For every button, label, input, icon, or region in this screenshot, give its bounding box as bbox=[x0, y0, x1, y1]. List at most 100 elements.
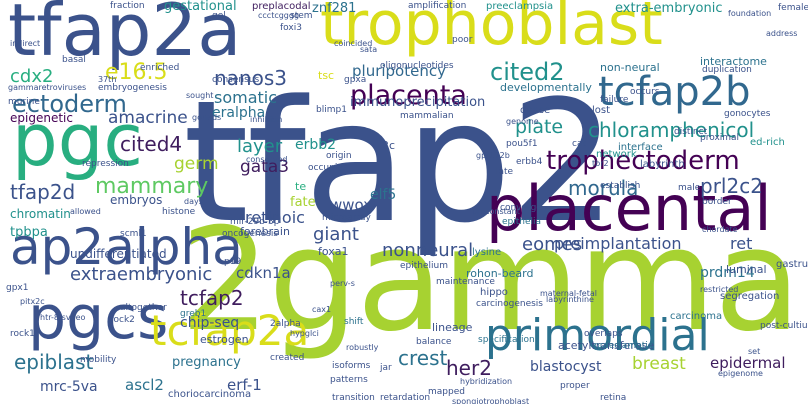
word-epithelium: epithelium bbox=[400, 261, 448, 271]
word-estrogen: estrogen bbox=[200, 333, 249, 346]
word-erf1: erf-1 bbox=[227, 376, 262, 394]
word-erbb2: erbb2 bbox=[295, 137, 337, 153]
word-retinoic: retinoic bbox=[245, 208, 305, 227]
word-repression: repression bbox=[82, 159, 129, 169]
word-chloramphenicol: chloramphenicol bbox=[588, 118, 755, 142]
word-establish: establish bbox=[600, 181, 641, 191]
word-amplification: amplification bbox=[408, 1, 467, 11]
word-erbb4: erbb4 bbox=[516, 157, 543, 167]
word-tfap2a: tfap2a bbox=[8, 0, 242, 72]
word-carcinogenesis: carcinogenesis bbox=[476, 299, 543, 309]
word-nonneural: nonneural bbox=[382, 240, 474, 261]
word-dnase: dnase bbox=[520, 105, 551, 116]
word-allowed: allowed bbox=[70, 207, 101, 216]
word-proper: proper bbox=[560, 381, 590, 391]
word-undifferentiated: undifferentiated bbox=[70, 247, 167, 261]
word-lysine: lysine bbox=[472, 247, 502, 258]
word-alpha2: 2alpha bbox=[270, 319, 301, 329]
word-p19: p19 bbox=[224, 257, 242, 267]
word-address: address bbox=[766, 29, 798, 38]
word-altogether: altogether bbox=[120, 303, 167, 313]
word-gonocytes: gonocytes bbox=[724, 109, 771, 119]
word-converge: converge bbox=[500, 203, 542, 213]
word-e165: e16.5 bbox=[105, 60, 168, 85]
word-acetyltransferase: acetyltransferase bbox=[558, 339, 655, 352]
word-preconstant: preconstant bbox=[472, 207, 520, 216]
word-basal: basal bbox=[62, 55, 86, 65]
word-nanos3: nanos3 bbox=[214, 66, 287, 90]
word-pluripotency: pluripotency bbox=[352, 62, 446, 80]
word-histone: histone bbox=[162, 207, 196, 217]
word-her2: her2 bbox=[446, 356, 492, 380]
word-stem: stem bbox=[290, 11, 313, 21]
word-jar: jar bbox=[380, 363, 392, 373]
word-duplication: duplication bbox=[702, 65, 752, 75]
word-gel: gel bbox=[212, 11, 226, 21]
word-set: set bbox=[748, 347, 761, 356]
word-tfap2: tfap2 bbox=[183, 64, 616, 260]
word-retina: retina bbox=[600, 393, 627, 403]
word-tfap2d: tfap2d bbox=[10, 180, 76, 204]
word-cat: cat bbox=[572, 139, 586, 149]
word-tpbpa: tpbpa bbox=[10, 225, 48, 240]
word-extraembryonic: extraembryonic bbox=[70, 264, 213, 285]
word-pgcs: pgcs bbox=[28, 283, 169, 353]
word-gpx1: gpx1 bbox=[6, 283, 29, 293]
word-embryos: embryos bbox=[110, 193, 163, 207]
word-gonads: gonads bbox=[192, 113, 222, 122]
word-37th: 37th bbox=[98, 75, 117, 84]
word-epigenome: epigenome bbox=[718, 369, 763, 378]
word-prl2c2: prl2c2 bbox=[700, 174, 763, 198]
word-epidermal: epidermal bbox=[710, 354, 786, 372]
word-eomes: eomes bbox=[522, 234, 583, 255]
word-epithelia: epithelia bbox=[502, 217, 542, 227]
word-gata3: gata3 bbox=[240, 157, 290, 177]
word-luminal: luminal bbox=[726, 263, 767, 276]
word-robustly: robustly bbox=[346, 343, 379, 352]
word-chordate: chordate bbox=[702, 225, 738, 234]
word-wwox: wwox bbox=[330, 196, 373, 214]
word-plate: plate bbox=[515, 116, 564, 138]
word-carcinoma: carcinoma bbox=[670, 311, 723, 322]
word-preeclampsia: preeclampsia bbox=[486, 1, 554, 12]
word-foundation: foundation bbox=[728, 9, 772, 18]
word-overlaps: overlaps bbox=[584, 329, 623, 339]
word-sata: sata bbox=[360, 45, 378, 54]
word-mapped: mapped bbox=[428, 387, 465, 397]
word-greb1: greb1 bbox=[180, 309, 207, 319]
word-preimplantation: preimplantation bbox=[554, 234, 682, 253]
word-pervs: perv-s bbox=[330, 279, 355, 288]
word-tcfap2b: tcfap2b bbox=[598, 69, 751, 115]
word-foxa1: foxa1 bbox=[318, 245, 349, 258]
word-male: male bbox=[678, 183, 701, 193]
word-shift: shift bbox=[344, 317, 364, 327]
word-blastocyst: blastocyst bbox=[530, 359, 602, 375]
word-epiblast: epiblast bbox=[14, 350, 94, 374]
word-balance: balance bbox=[416, 337, 452, 347]
word-blimp1: blimp1 bbox=[316, 105, 347, 115]
word-gpr172b: gpr172b bbox=[476, 151, 510, 160]
word-amacrine: amacrine bbox=[108, 108, 188, 128]
word-embryogenesis: embryogenesis bbox=[98, 83, 167, 93]
word-isoforms: isoforms bbox=[332, 361, 371, 371]
word-cited4: cited4 bbox=[120, 132, 183, 156]
word-forebrain: forebrain bbox=[240, 225, 290, 238]
word-network: network bbox=[596, 149, 637, 160]
word-ccctc: ccctcgggg bbox=[258, 11, 300, 20]
word-maternalfetal: maternal-fetal bbox=[540, 289, 597, 298]
word-ret: ret bbox=[730, 234, 753, 253]
word-znf281: znf281 bbox=[312, 1, 357, 16]
word-gammaretroviruses: gammaretroviruses bbox=[8, 83, 87, 92]
word-immunoprecipitation: immunoprecipitation bbox=[350, 95, 486, 110]
word-hypglci: hypglci bbox=[290, 329, 319, 338]
word-tcfap2a: tcfap2a bbox=[150, 306, 310, 355]
word-ap2alpha: ap2alpha bbox=[10, 218, 243, 276]
word-patterns: patterns bbox=[330, 375, 368, 385]
word-pou5f1: pou5f1 bbox=[506, 139, 538, 149]
word-post: post-cultium bbox=[760, 321, 808, 331]
word-cited2: cited2 bbox=[490, 58, 565, 86]
word-layer: layer bbox=[237, 136, 283, 157]
word-preplacodal: preplacodal bbox=[252, 1, 311, 12]
word-enriched: enriched bbox=[140, 63, 180, 73]
word-transition: transition bbox=[332, 393, 375, 403]
